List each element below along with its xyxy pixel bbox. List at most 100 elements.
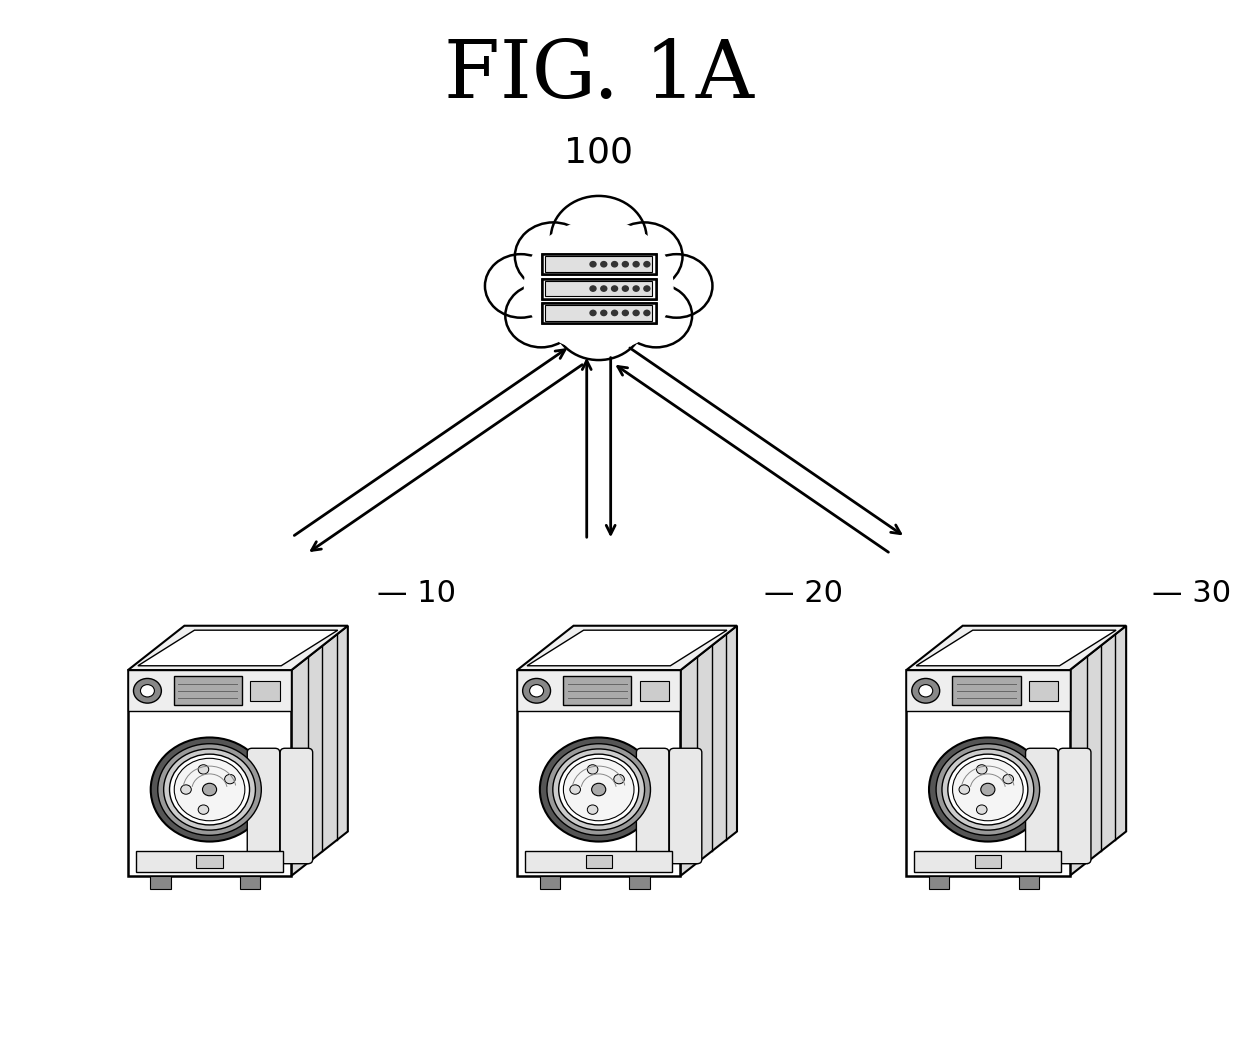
Circle shape	[634, 310, 639, 316]
Text: — 20: — 20	[764, 578, 843, 608]
Bar	[640, 681, 668, 701]
Text: FIG. 1A: FIG. 1A	[444, 37, 754, 115]
Circle shape	[929, 737, 1047, 842]
FancyBboxPatch shape	[542, 303, 656, 323]
FancyBboxPatch shape	[542, 303, 656, 323]
Bar	[585, 856, 611, 867]
Circle shape	[551, 196, 646, 281]
Polygon shape	[517, 626, 737, 670]
Circle shape	[911, 679, 940, 703]
Circle shape	[181, 785, 191, 794]
Circle shape	[590, 262, 596, 267]
Circle shape	[644, 262, 650, 267]
Bar	[546, 281, 652, 297]
Circle shape	[525, 220, 673, 352]
Circle shape	[151, 737, 268, 842]
Circle shape	[611, 262, 618, 267]
Circle shape	[644, 286, 650, 291]
FancyBboxPatch shape	[542, 254, 656, 274]
Text: — 30: — 30	[1152, 578, 1231, 608]
Polygon shape	[906, 626, 1126, 670]
Bar	[906, 670, 1070, 712]
Circle shape	[644, 286, 650, 291]
Circle shape	[202, 784, 217, 795]
FancyBboxPatch shape	[542, 279, 656, 299]
Bar	[1018, 876, 1039, 890]
Circle shape	[622, 286, 629, 291]
Circle shape	[942, 749, 1034, 830]
Circle shape	[620, 284, 692, 347]
FancyBboxPatch shape	[280, 749, 312, 864]
Circle shape	[622, 310, 629, 316]
Circle shape	[634, 310, 639, 316]
Bar	[136, 851, 283, 872]
Circle shape	[959, 785, 970, 794]
Circle shape	[611, 286, 618, 291]
Bar	[630, 876, 650, 890]
Bar	[128, 670, 291, 876]
Circle shape	[622, 262, 629, 267]
Circle shape	[198, 805, 208, 814]
Circle shape	[590, 286, 596, 291]
Circle shape	[591, 784, 606, 795]
Circle shape	[622, 310, 629, 316]
Circle shape	[644, 262, 650, 267]
Text: 100: 100	[564, 136, 634, 169]
Bar	[517, 670, 681, 712]
Circle shape	[134, 679, 161, 703]
Circle shape	[170, 754, 249, 825]
Circle shape	[634, 286, 639, 291]
Circle shape	[622, 262, 629, 267]
Circle shape	[606, 222, 682, 290]
Circle shape	[164, 749, 255, 830]
Bar	[929, 876, 949, 890]
Circle shape	[570, 785, 580, 794]
Circle shape	[590, 262, 596, 267]
Circle shape	[515, 222, 591, 290]
Circle shape	[590, 310, 596, 316]
Circle shape	[553, 749, 645, 830]
Bar	[526, 851, 672, 872]
Circle shape	[634, 286, 639, 291]
Circle shape	[641, 254, 713, 318]
Circle shape	[505, 284, 577, 347]
Bar	[563, 677, 631, 705]
Circle shape	[588, 805, 598, 814]
Bar	[546, 281, 652, 297]
Circle shape	[590, 310, 596, 316]
Polygon shape	[916, 630, 1116, 666]
Circle shape	[919, 684, 932, 697]
Bar	[250, 681, 280, 701]
Bar	[914, 851, 1061, 872]
Bar	[906, 670, 1070, 876]
Circle shape	[553, 280, 645, 360]
Circle shape	[588, 765, 598, 774]
Circle shape	[140, 684, 155, 697]
Bar	[546, 305, 652, 321]
FancyBboxPatch shape	[542, 254, 656, 274]
Circle shape	[198, 765, 208, 774]
Circle shape	[976, 765, 987, 774]
Bar	[128, 670, 291, 712]
Circle shape	[522, 679, 551, 703]
FancyBboxPatch shape	[636, 749, 668, 864]
Bar	[174, 677, 242, 705]
Circle shape	[644, 310, 650, 316]
Circle shape	[611, 310, 618, 316]
Circle shape	[936, 743, 1039, 836]
Bar	[539, 252, 658, 325]
Polygon shape	[681, 626, 737, 876]
Circle shape	[614, 774, 625, 784]
Circle shape	[634, 262, 639, 267]
Circle shape	[601, 310, 606, 316]
Circle shape	[563, 758, 634, 821]
FancyBboxPatch shape	[542, 279, 656, 299]
Polygon shape	[1070, 626, 1126, 876]
FancyBboxPatch shape	[247, 749, 280, 864]
Bar	[196, 856, 223, 867]
Circle shape	[601, 262, 606, 267]
Circle shape	[952, 758, 1023, 821]
Polygon shape	[527, 630, 727, 666]
Circle shape	[601, 310, 606, 316]
Circle shape	[547, 743, 651, 836]
